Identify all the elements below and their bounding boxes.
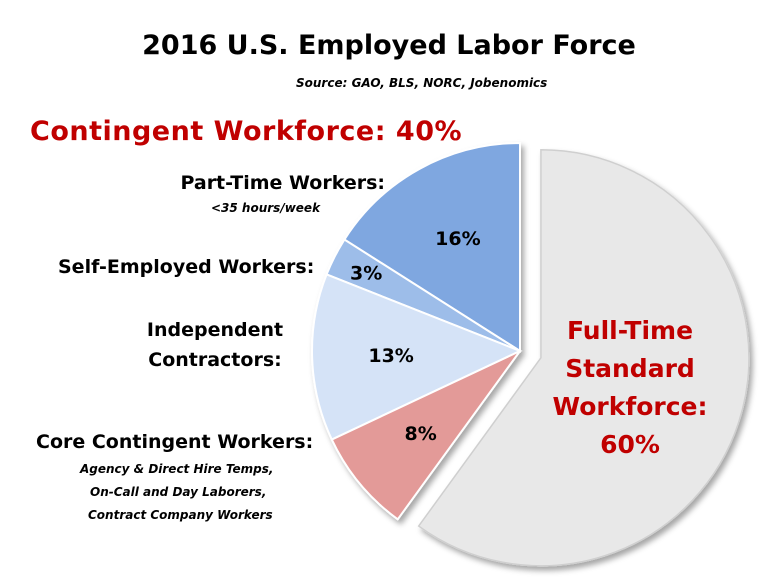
source-note: Source: GAO, BLS, NORC, Jobenomics xyxy=(296,76,548,90)
self-employed-label: Self-Employed Workers: xyxy=(58,256,315,278)
independent-label-line1: Independent xyxy=(146,319,284,341)
full-time-label: Full-Time Standard Workforce: 60% xyxy=(520,312,740,464)
full-time-label-line1: Full-Time xyxy=(566,316,694,345)
pie-slice-core-contingent xyxy=(330,350,521,521)
pie-slice-full-time xyxy=(417,149,750,567)
core-contingent-label: Core Contingent Workers: xyxy=(36,431,314,453)
slice-value-independent-contractors: 13% xyxy=(368,345,413,367)
independent-label-line2: Contractors: xyxy=(148,349,282,371)
pie-slice-part-time xyxy=(342,141,521,353)
slice-value-self-employed: 3% xyxy=(350,263,382,285)
contingent-header: Contingent Workforce: 40% xyxy=(30,116,463,147)
pie-slice-independent-contractors xyxy=(311,273,523,441)
full-time-label-line2: Standard xyxy=(565,354,695,383)
core-sublabel-3: Contract Company Workers xyxy=(88,508,273,522)
chart-title: 2016 U.S. Employed Labor Force xyxy=(142,30,636,61)
full-time-label-line3: Workforce: xyxy=(552,392,708,421)
core-sublabel-1: Agency & Direct Hire Temps, xyxy=(80,462,274,476)
part-time-label: Part-Time Workers: xyxy=(180,172,385,194)
slice-value-part-time: 16% xyxy=(435,228,480,250)
full-time-label-line4: 60% xyxy=(600,430,660,459)
part-time-sublabel: <35 hours/week xyxy=(211,201,321,215)
slice-value-core-contingent: 8% xyxy=(405,423,437,445)
core-sublabel-2: On-Call and Day Laborers, xyxy=(90,485,267,499)
